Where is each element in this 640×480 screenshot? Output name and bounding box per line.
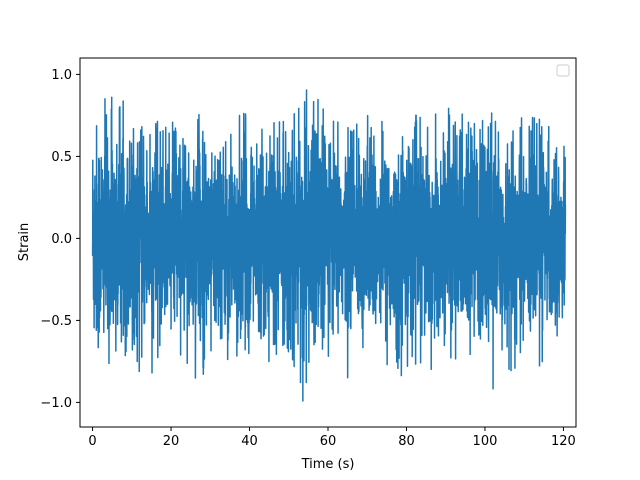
y-tick-label: −1.0 — [40, 396, 72, 411]
x-tick-label: 20 — [163, 434, 180, 449]
y-tick-label: 1.0 — [51, 68, 72, 83]
x-axis-label: Time (s) — [301, 457, 355, 472]
y-tick-label: −0.5 — [40, 314, 72, 329]
x-tick-label: 60 — [320, 434, 337, 449]
series-layer — [91, 89, 567, 402]
x-tick-label: 100 — [473, 434, 498, 449]
x-tick-label: 0 — [88, 434, 96, 449]
strain-series-line — [91, 89, 567, 402]
y-tick-label: 0.5 — [51, 150, 72, 165]
legend-box — [556, 64, 570, 77]
x-tick-label: 80 — [398, 434, 415, 449]
x-tick-label: 120 — [551, 434, 576, 449]
x-tick-label: 40 — [241, 434, 258, 449]
y-axis-label: Strain — [17, 223, 32, 262]
y-axis-ticks: 1.0 0.5 0.0 −0.5 −1.0 — [40, 68, 80, 411]
y-tick-label: 0.0 — [51, 232, 72, 247]
x-axis-ticks: 0 20 40 60 80 100 120 — [88, 427, 576, 449]
